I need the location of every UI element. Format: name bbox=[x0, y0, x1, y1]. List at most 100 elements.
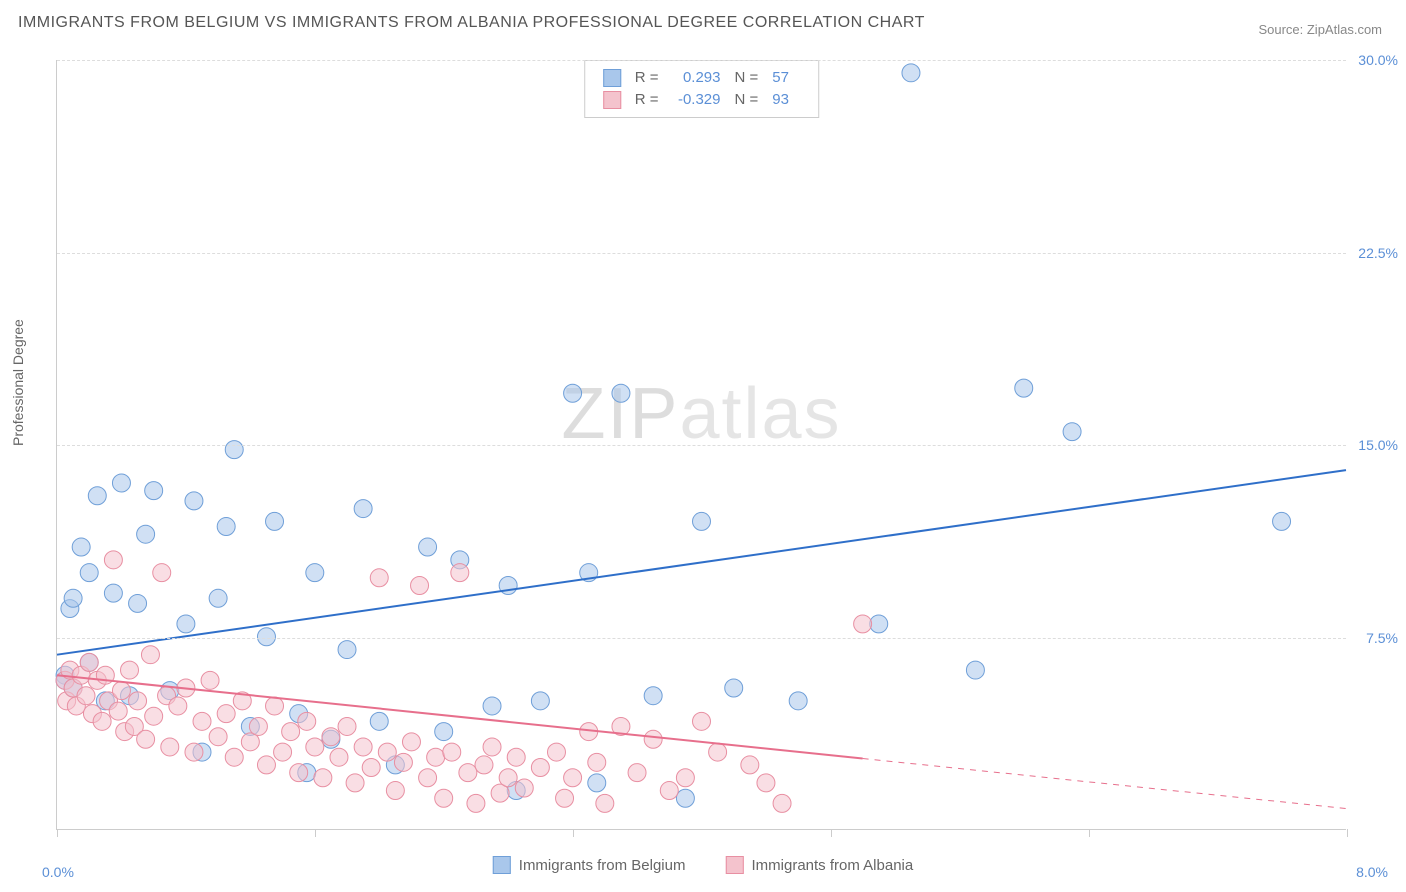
data-point bbox=[370, 712, 388, 730]
data-point bbox=[676, 789, 694, 807]
data-point bbox=[564, 384, 582, 402]
stat-n-label: N = bbox=[735, 89, 759, 111]
data-point bbox=[225, 441, 243, 459]
data-point bbox=[185, 492, 203, 510]
data-point bbox=[137, 525, 155, 543]
data-point bbox=[741, 756, 759, 774]
data-point bbox=[660, 782, 678, 800]
chart-title: IMMIGRANTS FROM BELGIUM VS IMMIGRANTS FR… bbox=[18, 14, 925, 32]
data-point bbox=[129, 692, 147, 710]
chart-source: Source: ZipAtlas.com bbox=[1258, 22, 1382, 37]
data-point bbox=[338, 717, 356, 735]
data-point bbox=[902, 64, 920, 82]
stats-legend-box: R =0.293N =57R =-0.329N =93 bbox=[584, 60, 820, 118]
data-point bbox=[588, 774, 606, 792]
data-point bbox=[77, 687, 95, 705]
data-point bbox=[419, 769, 437, 787]
stat-r-label: R = bbox=[635, 67, 659, 89]
data-point bbox=[93, 712, 111, 730]
data-point bbox=[757, 774, 775, 792]
data-point bbox=[64, 589, 82, 607]
legend-label: Immigrants from Belgium bbox=[519, 857, 686, 874]
data-point bbox=[789, 692, 807, 710]
data-point bbox=[588, 753, 606, 771]
data-point bbox=[209, 728, 227, 746]
stat-r-value: 0.293 bbox=[673, 67, 721, 89]
data-point bbox=[870, 615, 888, 633]
data-point bbox=[274, 743, 292, 761]
data-point bbox=[547, 743, 565, 761]
data-point bbox=[515, 779, 533, 797]
data-point bbox=[556, 789, 574, 807]
data-point bbox=[459, 764, 477, 782]
data-point bbox=[112, 474, 130, 492]
x-axis-min-label: 0.0% bbox=[42, 864, 74, 880]
x-axis-max-label: 8.0% bbox=[1356, 864, 1388, 880]
stats-row: R =-0.329N =93 bbox=[603, 89, 801, 111]
data-point bbox=[596, 794, 614, 812]
y-tick-label: 30.0% bbox=[1358, 52, 1398, 68]
data-point bbox=[443, 743, 461, 761]
data-point bbox=[507, 748, 525, 766]
data-point bbox=[193, 712, 211, 730]
data-point bbox=[386, 782, 404, 800]
data-point bbox=[137, 730, 155, 748]
data-point bbox=[109, 702, 127, 720]
x-tick bbox=[831, 829, 832, 837]
data-point bbox=[467, 794, 485, 812]
data-point bbox=[129, 594, 147, 612]
data-point bbox=[177, 615, 195, 633]
stat-n-label: N = bbox=[735, 67, 759, 89]
data-point bbox=[88, 487, 106, 505]
data-point bbox=[435, 723, 453, 741]
legend-swatch bbox=[603, 91, 621, 109]
stat-r-value: -0.329 bbox=[673, 89, 721, 111]
legend-item: Immigrants from Albania bbox=[725, 856, 913, 874]
data-point bbox=[435, 789, 453, 807]
stats-row: R = 0.293 N = 57 bbox=[603, 67, 801, 89]
data-point bbox=[72, 538, 90, 556]
legend-swatch bbox=[725, 856, 743, 874]
data-point bbox=[402, 733, 420, 751]
data-point bbox=[249, 717, 267, 735]
data-point bbox=[145, 482, 163, 500]
data-point bbox=[966, 661, 984, 679]
regression-line bbox=[57, 470, 1346, 655]
data-point bbox=[475, 756, 493, 774]
data-point bbox=[1273, 512, 1291, 530]
data-point bbox=[612, 384, 630, 402]
data-point bbox=[338, 641, 356, 659]
data-point bbox=[112, 682, 130, 700]
stat-n-value: 57 bbox=[772, 67, 800, 89]
data-point bbox=[451, 564, 469, 582]
data-point bbox=[427, 748, 445, 766]
data-point bbox=[531, 758, 549, 776]
data-point bbox=[266, 512, 284, 530]
data-point bbox=[201, 671, 219, 689]
y-tick-label: 15.0% bbox=[1358, 437, 1398, 453]
gridline bbox=[57, 60, 1346, 61]
data-point bbox=[185, 743, 203, 761]
data-point bbox=[257, 756, 275, 774]
x-tick bbox=[1089, 829, 1090, 837]
legend-swatch bbox=[493, 856, 511, 874]
data-point bbox=[411, 576, 429, 594]
data-point bbox=[483, 738, 501, 756]
x-tick bbox=[315, 829, 316, 837]
data-point bbox=[531, 692, 549, 710]
data-point bbox=[169, 697, 187, 715]
data-point bbox=[217, 705, 235, 723]
data-point bbox=[322, 728, 340, 746]
data-point bbox=[80, 564, 98, 582]
data-point bbox=[153, 564, 171, 582]
y-tick-label: 22.5% bbox=[1358, 245, 1398, 261]
data-point bbox=[378, 743, 396, 761]
data-point bbox=[306, 564, 324, 582]
data-point bbox=[290, 764, 308, 782]
data-point bbox=[298, 712, 316, 730]
y-tick-label: 7.5% bbox=[1366, 630, 1398, 646]
data-point bbox=[306, 738, 324, 756]
gridline bbox=[57, 253, 1346, 254]
legend-item: Immigrants from Belgium bbox=[493, 856, 686, 874]
data-point bbox=[104, 584, 122, 602]
